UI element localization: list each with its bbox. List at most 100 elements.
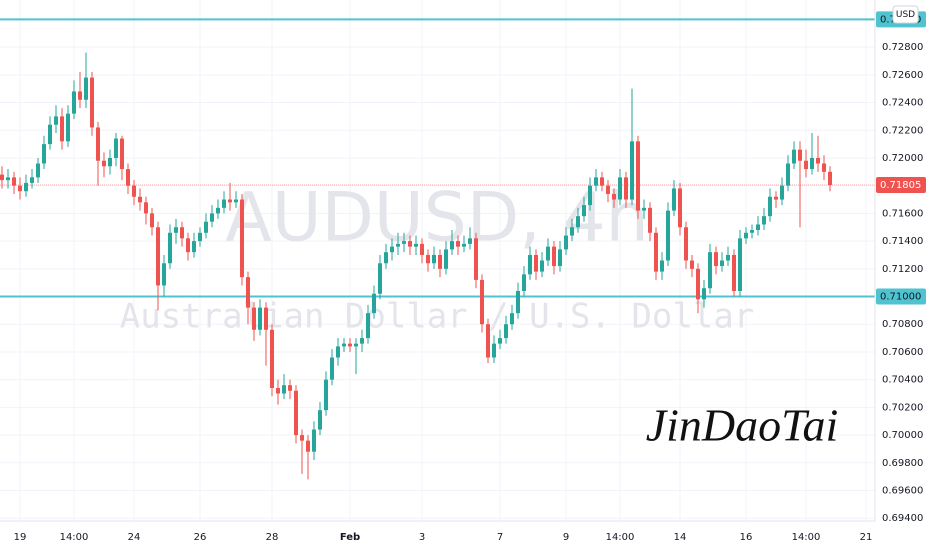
candle-body	[450, 241, 454, 250]
x-tick-label: 28	[266, 532, 279, 543]
x-tick-label: 7	[497, 532, 503, 543]
x-tick-label: 19	[14, 532, 27, 543]
candle-body	[594, 177, 598, 186]
candle-body	[222, 199, 226, 208]
candle-body	[210, 213, 214, 222]
candle-body	[588, 185, 592, 206]
candle-body	[336, 346, 340, 358]
candle-body	[258, 307, 262, 330]
candle-body	[108, 157, 112, 167]
candle-body	[402, 241, 406, 244]
candle-body	[30, 177, 34, 183]
candle-body	[696, 268, 700, 300]
candle-body	[204, 221, 208, 233]
candle-body	[504, 324, 508, 339]
candle-body	[822, 163, 826, 172]
candle-body	[126, 169, 130, 186]
candle-body	[180, 227, 184, 239]
signature: JinDaoTai	[646, 400, 839, 451]
y-tick-label: 0.70200	[882, 402, 923, 413]
candle-body	[786, 163, 790, 186]
candle-body	[480, 279, 484, 325]
candle-body	[612, 193, 616, 200]
candle-body	[576, 216, 580, 228]
y-tick-label: 0.70000	[882, 430, 923, 441]
candle-body	[534, 254, 538, 272]
candle-body	[0, 174, 4, 181]
y-tick-label: 0.69800	[882, 458, 923, 469]
candle-body	[366, 313, 370, 339]
candle-body	[444, 249, 448, 269]
candle-body	[42, 144, 46, 164]
candle-body	[774, 196, 778, 200]
candle-body	[720, 260, 724, 267]
currency-box	[892, 5, 919, 24]
candle-body	[324, 379, 328, 411]
candle-body	[294, 390, 298, 436]
candle-body	[90, 77, 94, 128]
candle-body	[672, 188, 676, 211]
candle-body	[408, 241, 412, 247]
candle-body	[810, 157, 814, 170]
candle-body	[804, 160, 808, 170]
candle-body	[378, 263, 382, 294]
candle-body	[570, 227, 574, 236]
candle-body	[528, 254, 532, 275]
axes: 0.69400 0.69600 0.69800 0.70000 0.70200 0.704…	[14, 5, 926, 543]
candle-body	[546, 246, 550, 261]
candle-body	[624, 177, 628, 200]
candle-body	[54, 116, 58, 125]
candle-body	[282, 385, 286, 394]
candle-body	[684, 227, 688, 261]
candle-body	[330, 357, 334, 380]
candle-body	[498, 338, 502, 344]
candle-body	[738, 238, 742, 291]
candle-body	[102, 160, 106, 167]
candle-body	[618, 177, 622, 200]
candle-body	[36, 163, 40, 178]
candle-body	[486, 324, 490, 358]
candle-body	[762, 216, 766, 225]
candle-body	[714, 252, 718, 267]
candle-body	[24, 182, 28, 192]
candle-body	[702, 288, 706, 300]
candle-body	[414, 243, 418, 247]
candle-body	[816, 157, 820, 164]
y-tick-label: 0.70800	[882, 319, 923, 330]
last-price-label: 0.71805	[880, 180, 921, 191]
candle-body	[690, 260, 694, 269]
candle-body	[384, 252, 388, 264]
y-tick-label: 0.72000	[882, 153, 923, 164]
y-tick-label: 0.71400	[882, 236, 923, 247]
candle-body	[276, 387, 280, 394]
candle-body	[216, 207, 220, 214]
x-tick-label: Feb	[340, 532, 360, 543]
candle-body	[756, 224, 760, 231]
y-tick-label: 0.72600	[882, 70, 923, 81]
candle-body	[540, 260, 544, 272]
candle-body	[516, 290, 520, 314]
candle-body	[6, 177, 10, 181]
candle-body	[600, 177, 604, 186]
x-tick-label: 14:00	[792, 532, 821, 543]
candle-body	[492, 343, 496, 358]
candle-body	[768, 196, 772, 217]
x-tick-label: 14:00	[60, 532, 89, 543]
candle-body	[372, 293, 376, 314]
candle-body	[132, 185, 136, 197]
candle-body	[732, 254, 736, 291]
x-tick-label: 3	[419, 532, 425, 543]
candle-body	[582, 205, 586, 217]
candle-body	[114, 138, 118, 158]
candle-body	[174, 227, 178, 233]
x-tick-label: 24	[128, 532, 141, 543]
candle-body	[96, 127, 100, 161]
candle-body	[156, 227, 160, 286]
candle-body	[432, 254, 436, 264]
candle-body	[342, 343, 346, 347]
candle-body	[636, 141, 640, 211]
candle-body	[462, 243, 466, 247]
candle-body	[270, 329, 274, 388]
candle-body	[474, 238, 478, 280]
candle-body	[792, 149, 796, 164]
